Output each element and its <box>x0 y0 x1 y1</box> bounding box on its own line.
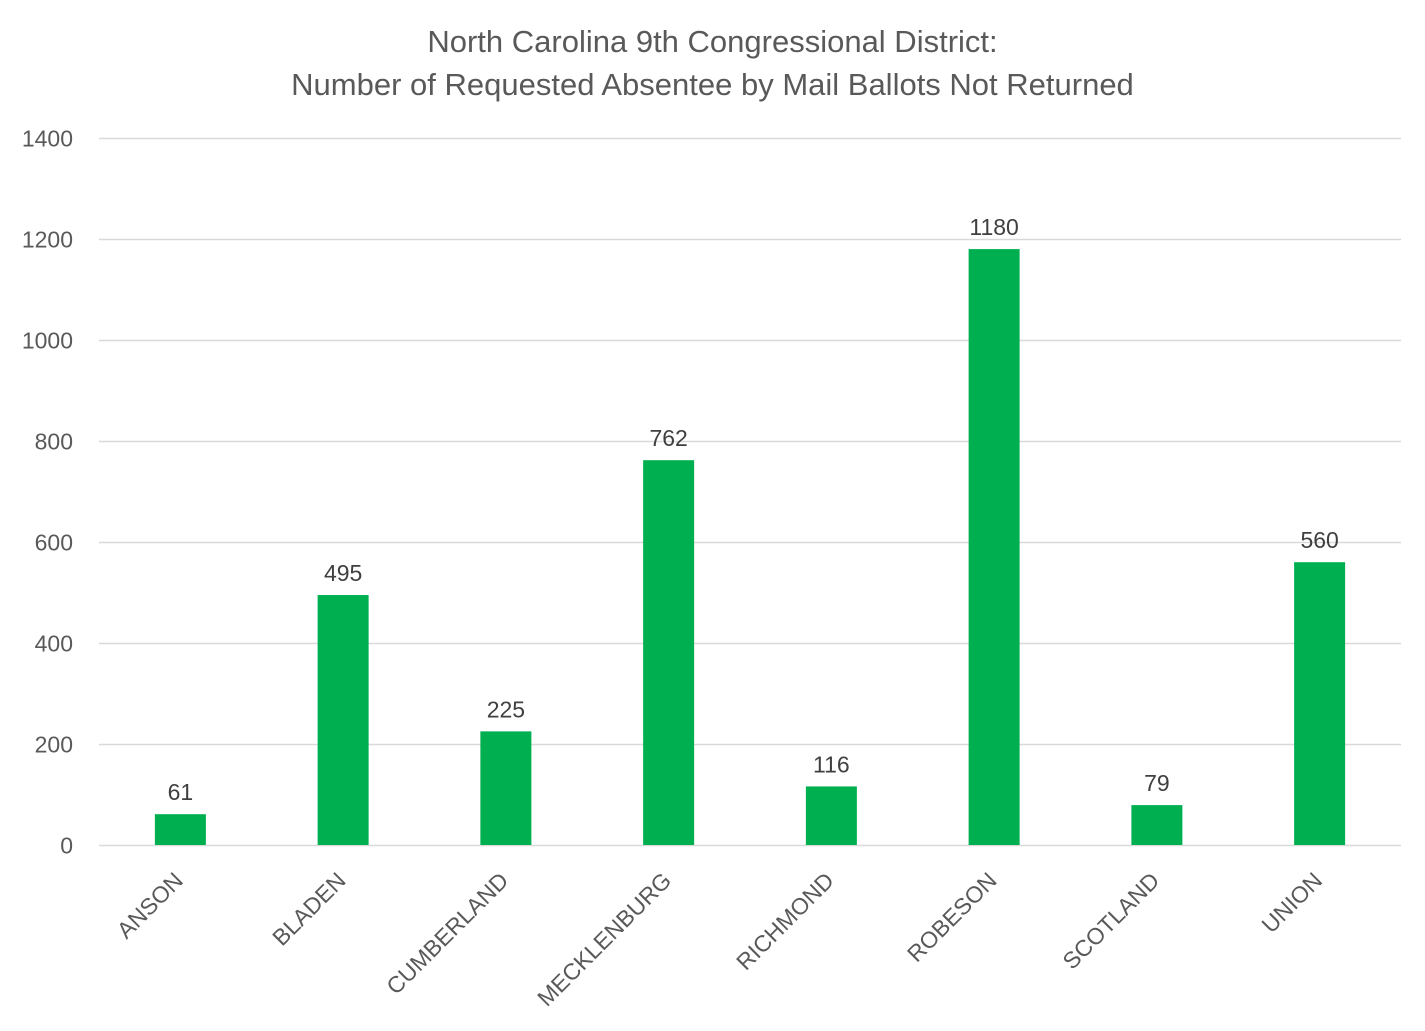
y-tick-label: 800 <box>35 429 73 455</box>
data-label: 79 <box>1144 770 1170 796</box>
data-label: 495 <box>324 560 362 586</box>
chart-title-line-1: North Carolina 9th Congressional Distric… <box>427 24 998 59</box>
x-tick-label: CUMBERLAND <box>381 867 513 999</box>
x-tick-label: RICHMOND <box>731 867 839 975</box>
bar-anson <box>154 814 206 845</box>
x-tick-label: SCOTLAND <box>1057 867 1164 974</box>
y-tick-label: 0 <box>60 833 73 859</box>
x-tick-label: BLADEN <box>267 867 350 950</box>
chart-title-line-2: Number of Requested Absentee by Mail Bal… <box>291 67 1134 102</box>
y-tick-label: 1200 <box>22 227 73 253</box>
data-label: 560 <box>1300 527 1338 553</box>
data-label: 61 <box>168 779 194 805</box>
bar-scotland <box>1131 805 1183 845</box>
data-label: 116 <box>813 751 850 777</box>
bar-bladen <box>317 595 369 845</box>
x-tick-label: UNION <box>1256 867 1327 938</box>
bar-cumberland <box>480 731 532 845</box>
x-tick-label: ROBESON <box>902 867 1002 967</box>
bar-union <box>1294 562 1346 845</box>
bar-mecklenburg <box>643 460 695 845</box>
y-tick-label: 200 <box>35 732 73 758</box>
data-label: 1180 <box>969 214 1018 240</box>
y-tick-label: 600 <box>35 530 73 556</box>
y-tick-label: 1000 <box>22 328 73 354</box>
x-tick-label: ANSON <box>112 867 188 943</box>
y-tick-label: 400 <box>35 631 73 657</box>
bar-robeson <box>968 249 1020 846</box>
x-tick-label: MECKLENBURG <box>532 867 676 1011</box>
data-label: 762 <box>649 425 687 451</box>
y-tick-label: 1400 <box>22 126 73 152</box>
data-label: 225 <box>487 696 525 722</box>
bar-richmond <box>805 786 857 845</box>
chart-title: North Carolina 9th Congressional Distric… <box>0 20 1425 106</box>
